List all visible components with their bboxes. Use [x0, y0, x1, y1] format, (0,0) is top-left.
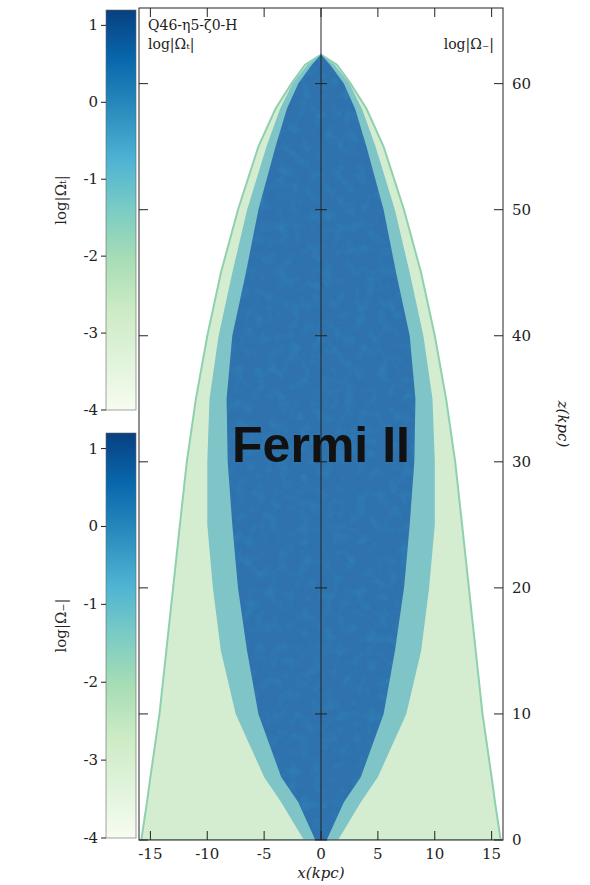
colorbar-tick-label: -1 [83, 170, 98, 188]
y-tick-center [315, 587, 327, 588]
y-tick-left [139, 587, 148, 588]
x-tick-top [377, 8, 378, 17]
x-tick-top [491, 8, 492, 17]
x-tick-label: 10 [425, 845, 444, 863]
y-axis-title: z(kpc) [554, 400, 572, 448]
y-tick-label: 0 [512, 831, 522, 849]
y-tick [494, 335, 503, 336]
x-tick [377, 831, 378, 840]
colorbar-tick [101, 838, 106, 839]
colorbar-tick-label: 1 [88, 440, 98, 458]
plot-frame [139, 8, 503, 840]
y-tick-label: 30 [512, 453, 531, 471]
y-tick-center [315, 209, 327, 210]
colorbar-tick [101, 25, 106, 26]
colorbar-tick-label: -4 [83, 829, 98, 847]
colorbar-tick-label: 1 [88, 16, 98, 34]
y-tick-label: 40 [512, 327, 531, 345]
colorbar-tick [101, 682, 106, 683]
y-tick-left [139, 209, 148, 210]
marks [139, 8, 503, 840]
title: Q46-η5-ζ0-H [148, 17, 237, 33]
colorbar-tick-label: -1 [83, 595, 98, 613]
y-tick-label: 50 [512, 201, 531, 219]
x-tick-top [264, 8, 265, 17]
x-tick [434, 831, 435, 840]
colorbar-tick [101, 604, 106, 605]
x-tick [321, 831, 322, 840]
y-tick-center [315, 335, 327, 336]
colorbar-label: log|Ωₜ| [52, 175, 70, 225]
y-tick [494, 209, 503, 210]
colorbar-tick-label: -3 [83, 324, 98, 342]
x-tick [491, 831, 492, 840]
x-tick-label: 5 [373, 845, 383, 863]
y-tick [494, 461, 503, 462]
y-tick-label: 10 [512, 705, 531, 723]
y-tick [494, 587, 503, 588]
y-tick [494, 713, 503, 714]
panel-label: log|Ω₋| [444, 36, 494, 53]
plot-background [139, 8, 503, 840]
y-tick-center [315, 83, 327, 84]
core-texture [139, 8, 503, 840]
colorbar [106, 433, 136, 838]
x-tick-top [207, 8, 208, 17]
colorbar-tick [101, 410, 106, 411]
x-tick [207, 831, 208, 840]
colorbar-tick [101, 256, 106, 257]
x-tick [264, 831, 265, 840]
x-tick [150, 831, 151, 840]
x-axis-title: x(kpc) [297, 864, 344, 882]
x-tick-top [434, 8, 435, 17]
colorbar-tick [101, 760, 106, 761]
y-tick-left [139, 840, 148, 841]
x-tick-top [150, 8, 151, 17]
colorbar-tick [101, 333, 106, 334]
colorbar-tick [101, 526, 106, 527]
colorbar-frame [106, 10, 136, 410]
colorbar-label: log|Ω₋| [52, 599, 70, 653]
x-tick-label: -10 [195, 845, 219, 863]
panel-label: log|Ωₜ| [148, 36, 194, 53]
colorbar-tick-label: 0 [88, 93, 98, 111]
colorbar-tick [101, 179, 106, 180]
colorbar-tick [101, 102, 106, 103]
y-tick-left [139, 83, 148, 84]
y-tick-left [139, 713, 148, 714]
colorbar-tick-label: -3 [83, 751, 98, 769]
colorbar [106, 10, 136, 410]
annotation: Fermi II [232, 417, 410, 473]
colorbar-tick-label: -2 [83, 673, 98, 691]
y-tick-left [139, 335, 148, 336]
y-tick-label: 20 [512, 579, 531, 597]
y-tick-center [315, 713, 327, 714]
colorbar-tick-label: -4 [83, 401, 98, 419]
x-tick-label: -5 [257, 845, 272, 863]
y-tick [494, 83, 503, 84]
y-tick-label: 60 [512, 75, 531, 93]
colorbar-tick [101, 448, 106, 449]
colorbar-frame [106, 433, 136, 838]
x-tick-label: -15 [138, 845, 162, 863]
colorbar-tick-label: 0 [88, 517, 98, 535]
x-tick-top [321, 8, 322, 17]
x-tick-label: 0 [316, 845, 326, 863]
y-tick-center [315, 840, 327, 841]
colorbar-tick-label: -2 [83, 247, 98, 265]
chart: -15-10-50510150102030405060x(kpc)z(kpc)Q… [0, 0, 590, 885]
y-tick [494, 840, 503, 841]
y-tick-left [139, 461, 148, 462]
x-tick-label: 15 [482, 845, 501, 863]
